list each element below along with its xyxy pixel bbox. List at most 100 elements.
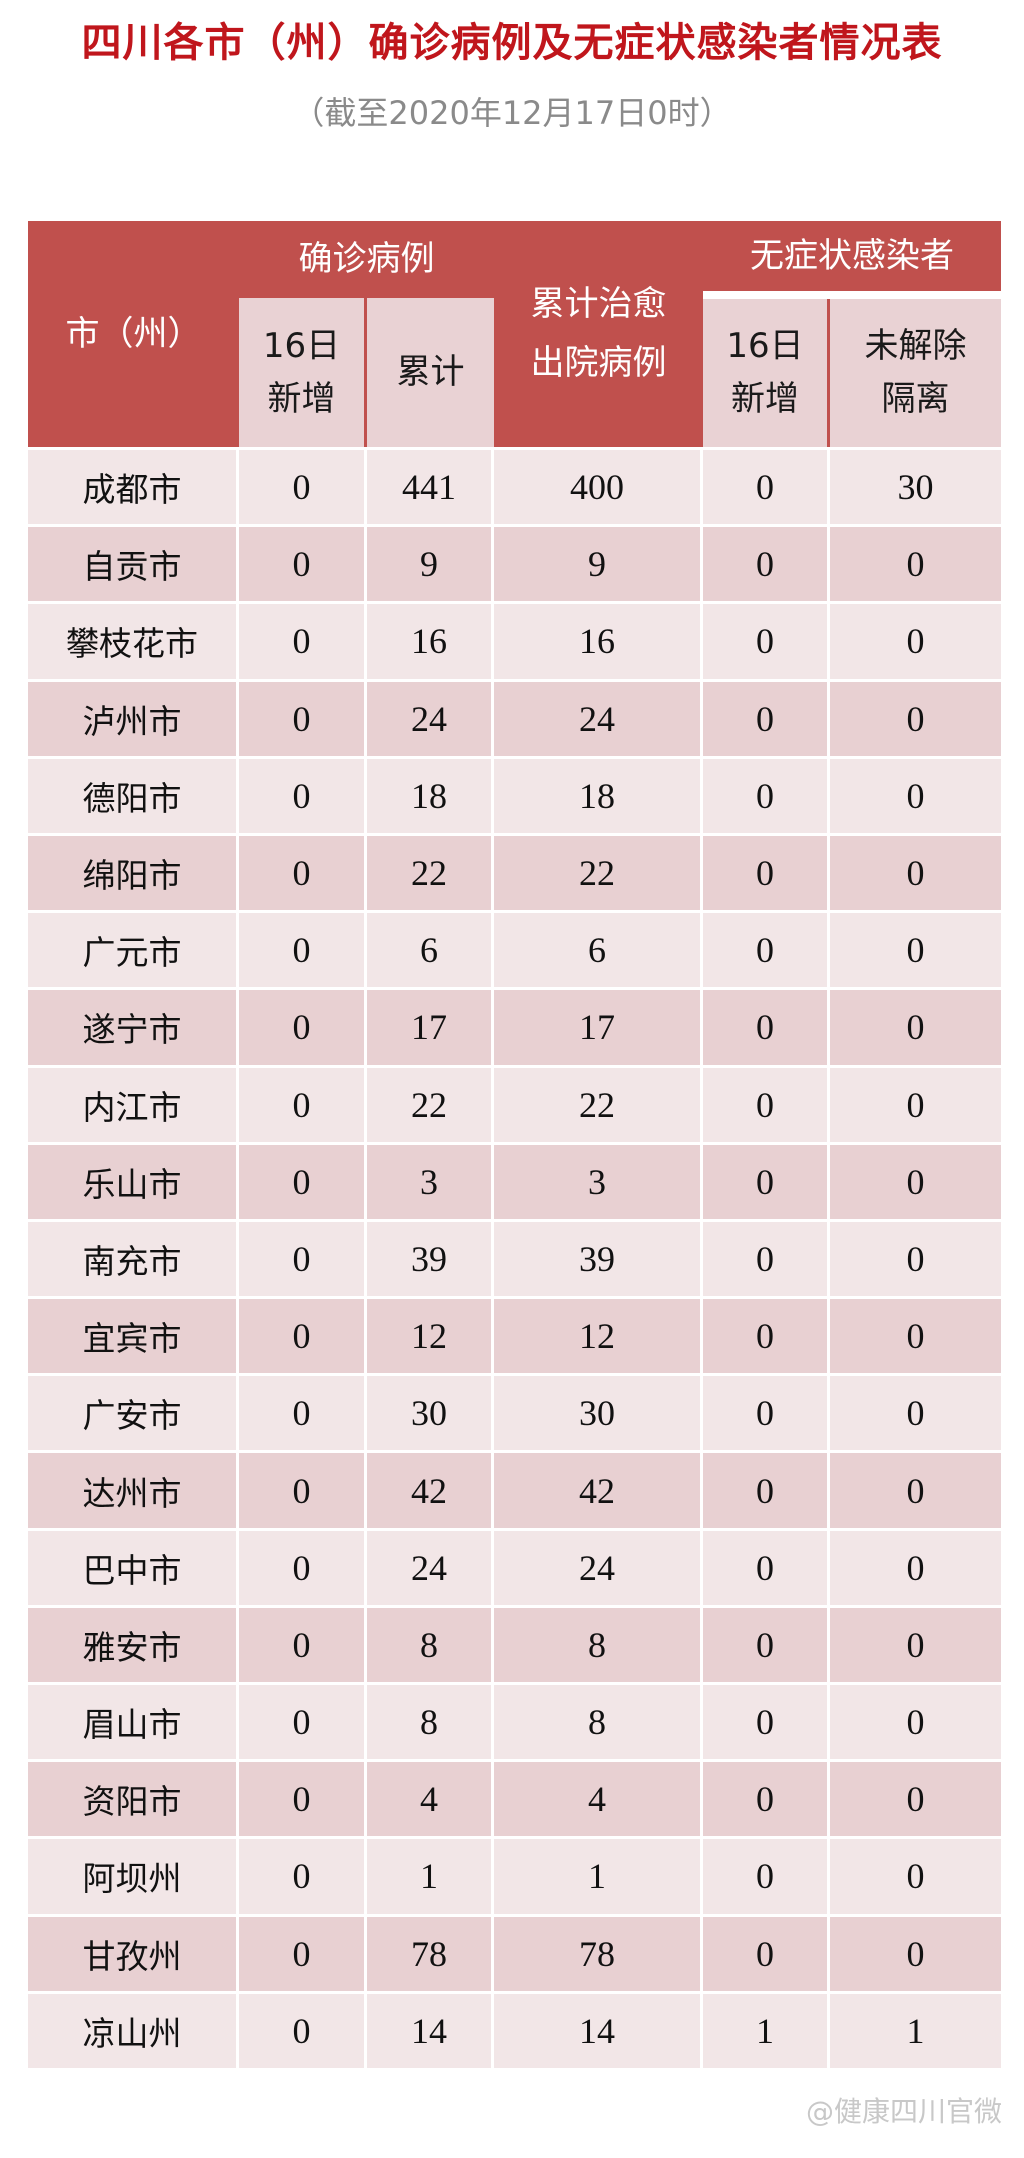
cell-city: 雅安市	[28, 1607, 239, 1682]
table-row: 阿坝州 0 1 1 0 0	[28, 1836, 1001, 1914]
cell-confirmed-new: 0	[239, 1144, 367, 1219]
watermark: @健康四川官微	[805, 2095, 1002, 2128]
cell-city: 广安市	[28, 1376, 239, 1451]
data-table: 市（州） 确诊病例 16日 新增 累计 累计治愈 出院病例 无症状感染者 16日…	[28, 221, 1001, 2068]
cell-recovered: 400	[494, 450, 703, 525]
cell-city: 遂宁市	[28, 990, 239, 1065]
cell-asym-new: 0	[703, 1453, 830, 1528]
cell-confirmed-total: 8	[367, 1685, 494, 1760]
cell-asym-isolated: 0	[830, 604, 1001, 679]
header-asym-isolated: 未解除 隔离	[830, 299, 1001, 447]
cell-asym-new: 0	[703, 1839, 830, 1914]
cell-confirmed-total: 39	[367, 1221, 494, 1297]
header-recovered: 累计治愈 出院病例	[530, 283, 667, 384]
cell-recovered: 9	[494, 527, 703, 602]
cell-asym-new: 0	[703, 527, 830, 602]
cell-confirmed-new: 0	[239, 1067, 367, 1142]
cell-asym-isolated: 0	[830, 758, 1001, 833]
cell-asym-isolated: 0	[830, 681, 1001, 756]
cell-recovered: 6	[494, 913, 703, 988]
cell-confirmed-new: 0	[239, 1993, 367, 2068]
cell-confirmed-new: 0	[239, 758, 367, 833]
cell-asym-isolated: 0	[830, 1376, 1001, 1451]
cell-confirmed-new: 0	[239, 835, 367, 911]
cell-asym-new: 0	[703, 1299, 830, 1374]
table-row: 泸州市 0 24 24 0 0	[28, 678, 1001, 756]
cell-confirmed-new: 0	[239, 1453, 367, 1528]
cell-confirmed-new: 0	[239, 913, 367, 988]
cell-asym-isolated: 0	[830, 835, 1001, 911]
cell-asym-isolated: 30	[830, 450, 1001, 525]
cell-city: 达州市	[28, 1453, 239, 1528]
cell-recovered: 42	[494, 1453, 703, 1528]
table-row: 雅安市 0 8 8 0 0	[28, 1604, 1001, 1682]
cell-asym-new: 0	[703, 758, 830, 833]
cell-asym-new: 1	[703, 1993, 830, 2068]
header-city: 市（州）	[65, 313, 202, 354]
cell-confirmed-total: 22	[367, 835, 494, 911]
cell-confirmed-total: 22	[367, 1067, 494, 1142]
cell-city: 泸州市	[28, 681, 239, 756]
table-row: 遂宁市 0 17 17 0 0	[28, 987, 1001, 1065]
cell-recovered: 14	[494, 1993, 703, 2068]
cell-confirmed-new: 0	[239, 681, 367, 756]
cell-confirmed-new: 0	[239, 1299, 367, 1374]
cell-recovered: 12	[494, 1299, 703, 1374]
cell-asym-new: 0	[703, 1916, 830, 1991]
cell-city: 甘孜州	[28, 1916, 239, 1991]
cell-asym-new: 0	[703, 1530, 830, 1605]
cell-confirmed-total: 24	[367, 681, 494, 756]
cell-confirmed-new: 0	[239, 1762, 367, 1837]
table-row: 自贡市 0 9 9 0 0	[28, 524, 1001, 602]
cell-recovered: 22	[494, 1067, 703, 1142]
cell-asym-isolated: 0	[830, 1685, 1001, 1760]
cell-city: 阿坝州	[28, 1839, 239, 1914]
cell-confirmed-new: 0	[239, 1916, 367, 1991]
cell-city: 乐山市	[28, 1144, 239, 1219]
cell-asym-new: 0	[703, 604, 830, 679]
cell-asym-isolated: 0	[830, 1453, 1001, 1528]
cell-asym-new: 0	[703, 990, 830, 1065]
cell-confirmed-total: 14	[367, 1993, 494, 2068]
cell-city: 巴中市	[28, 1530, 239, 1605]
table-row: 南充市 0 39 39 0 0	[28, 1218, 1001, 1297]
cell-recovered: 16	[494, 604, 703, 679]
table-row: 成都市 0 441 400 0 30	[28, 447, 1001, 525]
cell-asym-new: 0	[703, 1607, 830, 1682]
cell-confirmed-total: 8	[367, 1607, 494, 1682]
table-row: 宜宾市 0 12 12 0 0	[28, 1296, 1001, 1374]
cell-city: 资阳市	[28, 1762, 239, 1837]
cell-asym-new: 0	[703, 681, 830, 756]
cell-recovered: 30	[494, 1376, 703, 1451]
cell-asym-isolated: 0	[830, 1144, 1001, 1219]
cell-confirmed-total: 3	[367, 1144, 494, 1219]
cell-asym-isolated: 0	[830, 913, 1001, 988]
cell-city: 德阳市	[28, 758, 239, 833]
cell-asym-isolated: 0	[830, 1607, 1001, 1682]
table-row: 乐山市 0 3 3 0 0	[28, 1141, 1001, 1219]
cell-city: 成都市	[28, 450, 239, 525]
cell-city: 内江市	[28, 1067, 239, 1142]
cell-confirmed-new: 0	[239, 450, 367, 525]
cell-confirmed-new: 0	[239, 990, 367, 1065]
cell-asym-new: 0	[703, 1221, 830, 1297]
cell-asym-isolated: 0	[830, 990, 1001, 1065]
cell-confirmed-total: 441	[367, 450, 494, 525]
cell-recovered: 39	[494, 1221, 703, 1297]
cell-confirmed-total: 42	[367, 1453, 494, 1528]
table-row: 甘孜州 0 78 78 0 0	[28, 1913, 1001, 1991]
cell-city: 自贡市	[28, 527, 239, 602]
table-header: 市（州） 确诊病例 16日 新增 累计 累计治愈 出院病例 无症状感染者 16日…	[28, 221, 1001, 447]
table-body: 成都市 0 441 400 0 30 自贡市 0 9 9 0 0 攀枝花市 0 16 16 0 0 泸州市 0 24 24…	[28, 447, 1001, 2068]
table-row: 资阳市 0 4 4 0 0	[28, 1759, 1001, 1837]
cell-asym-isolated: 0	[830, 1530, 1001, 1605]
cell-asym-new: 0	[703, 1067, 830, 1142]
cell-asym-new: 0	[703, 1376, 830, 1451]
cell-city: 眉山市	[28, 1685, 239, 1760]
cell-city: 南充市	[28, 1221, 239, 1297]
cell-confirmed-new: 0	[239, 604, 367, 679]
table-row: 攀枝花市 0 16 16 0 0	[28, 601, 1001, 679]
cell-confirmed-total: 16	[367, 604, 494, 679]
cell-recovered: 22	[494, 835, 703, 911]
cell-confirmed-new: 0	[239, 1607, 367, 1682]
